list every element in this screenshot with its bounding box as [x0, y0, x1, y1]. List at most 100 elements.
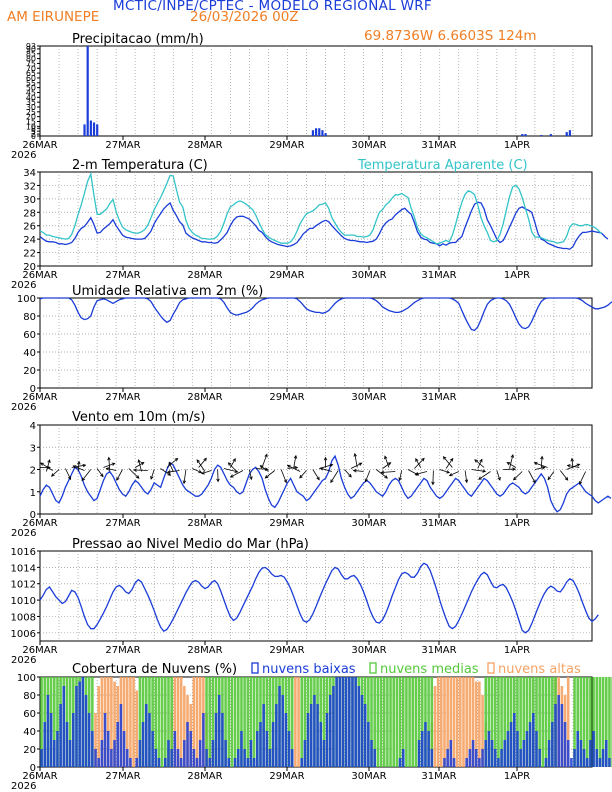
pressure-xtick-label: 30MAR: [351, 645, 386, 656]
cloud-bar: [72, 713, 75, 767]
cloud-bar: [478, 758, 481, 767]
wind-arrow-head: [174, 457, 179, 462]
clouds-xtick-label: 29MAR: [269, 771, 304, 782]
temp-xtick-label: 31MAR: [421, 270, 456, 281]
cloud-bar: [579, 677, 583, 767]
cloud-bar: [604, 740, 608, 767]
precip-ytick-label: 75: [26, 59, 36, 68]
temp-ytick-label: 20: [23, 262, 36, 273]
cloud-bar: [373, 749, 376, 767]
precip-xtick-label: 26MAR: [22, 140, 57, 151]
cloud-bar: [167, 677, 170, 767]
cloud-bar: [173, 731, 177, 767]
cloud-bar: [256, 731, 259, 767]
pressure-title: Pressao ao Nivel Medio do Mar (hPa): [72, 537, 309, 552]
cloud-bar: [240, 731, 243, 767]
wind-arrow: [160, 468, 171, 476]
wind-ytick-label: 3: [30, 443, 36, 454]
clouds-xtick-label: 26MAR: [22, 771, 57, 782]
cloud-bar: [516, 677, 519, 767]
temp-apparent-title: Temperatura Aparente (C): [357, 158, 528, 173]
wind-arrow-head: [293, 454, 298, 459]
cloud-bar: [268, 677, 272, 767]
cloud-bar: [325, 713, 329, 767]
cloud-bar: [398, 758, 402, 767]
cloud-bar: [576, 731, 580, 767]
cloud-bar: [608, 677, 611, 767]
cloud-bar: [455, 677, 459, 767]
cloud-bar: [519, 749, 522, 767]
wind-xtick-label: 29MAR: [269, 518, 304, 529]
cloud-bar: [84, 695, 88, 767]
wind-arrow: [150, 469, 155, 480]
cloud-bar: [544, 677, 548, 767]
wind-arrow: [414, 458, 425, 469]
wind-arrow: [248, 469, 252, 480]
wind-arrow: [128, 468, 140, 479]
wind-arrow-head: [474, 459, 478, 463]
wind-arrow-head: [182, 480, 187, 485]
wind-arrow-head: [414, 472, 419, 476]
cloud-bar: [179, 758, 183, 767]
cloud-bar: [395, 677, 399, 767]
cloud-bar: [297, 677, 300, 767]
cloud-bar: [290, 749, 294, 767]
cloud-bar: [106, 677, 110, 767]
wind-xtick-label: 30MAR: [351, 518, 386, 529]
wind-arrow-head: [286, 464, 291, 469]
cloud-bar: [443, 758, 446, 767]
cloud-bar: [478, 681, 481, 767]
cloud-bar: [284, 713, 288, 767]
cloud-bar: [592, 677, 595, 767]
cloud-bar: [233, 758, 237, 767]
cloud-bar: [351, 677, 354, 767]
temp-line: [39, 171, 602, 245]
precip-xtick-label: 30MAR: [351, 140, 386, 151]
wind-arrow: [330, 470, 339, 483]
cloud-bar: [262, 704, 265, 767]
cloud-bar: [427, 677, 430, 767]
wind-arrow: [166, 458, 178, 468]
wind-arrow: [260, 465, 269, 472]
cloud-bar: [256, 677, 259, 767]
cloud-bar: [189, 731, 192, 767]
wind-arrow-head: [541, 466, 546, 470]
wind-arrow-head: [510, 454, 514, 458]
rh-xtick-label: 29MAR: [269, 392, 304, 403]
cloud-bar: [40, 677, 43, 767]
wind-arrow-head: [264, 453, 268, 458]
pressure-xtick-label: 29MAR: [269, 645, 304, 656]
wind-arrow-head: [283, 479, 287, 484]
cloud-bar: [224, 677, 227, 767]
cloud-bar: [252, 758, 256, 767]
cloud-bar: [78, 681, 81, 767]
temp-xtick-label: 1APR: [504, 270, 530, 281]
wind-arrow-head: [547, 476, 551, 481]
cloud-bar: [449, 677, 453, 767]
cloud-bar: [236, 749, 240, 767]
wind-arrow-head: [570, 457, 574, 462]
wind-arrow: [168, 462, 174, 472]
cloud-bar: [211, 740, 215, 767]
wind-arrow-head: [579, 481, 583, 485]
cloud-bar: [420, 677, 424, 767]
cloud-bar: [265, 677, 269, 767]
wind-arrow: [320, 467, 332, 472]
cloud-bar: [125, 749, 129, 767]
wind-arrow-head: [107, 456, 111, 461]
wind-arrow: [293, 455, 297, 468]
clouds-ytick-label: 20: [23, 745, 36, 756]
cloud-bar: [160, 677, 164, 767]
rh-year-label: 2026: [11, 402, 36, 413]
wind-arrow-head: [319, 467, 324, 471]
precip-ytick-label: 35: [26, 98, 36, 107]
wind-arrow-head: [47, 459, 51, 463]
cloud-bar: [176, 677, 180, 767]
precip-bar: [321, 130, 324, 136]
cloud-bar: [576, 677, 580, 767]
cloud-bar: [52, 677, 56, 767]
wind-arrow: [471, 469, 486, 472]
wind-arrow-head: [77, 460, 81, 465]
cloud-bar: [183, 686, 186, 767]
precip-bar: [96, 124, 99, 136]
